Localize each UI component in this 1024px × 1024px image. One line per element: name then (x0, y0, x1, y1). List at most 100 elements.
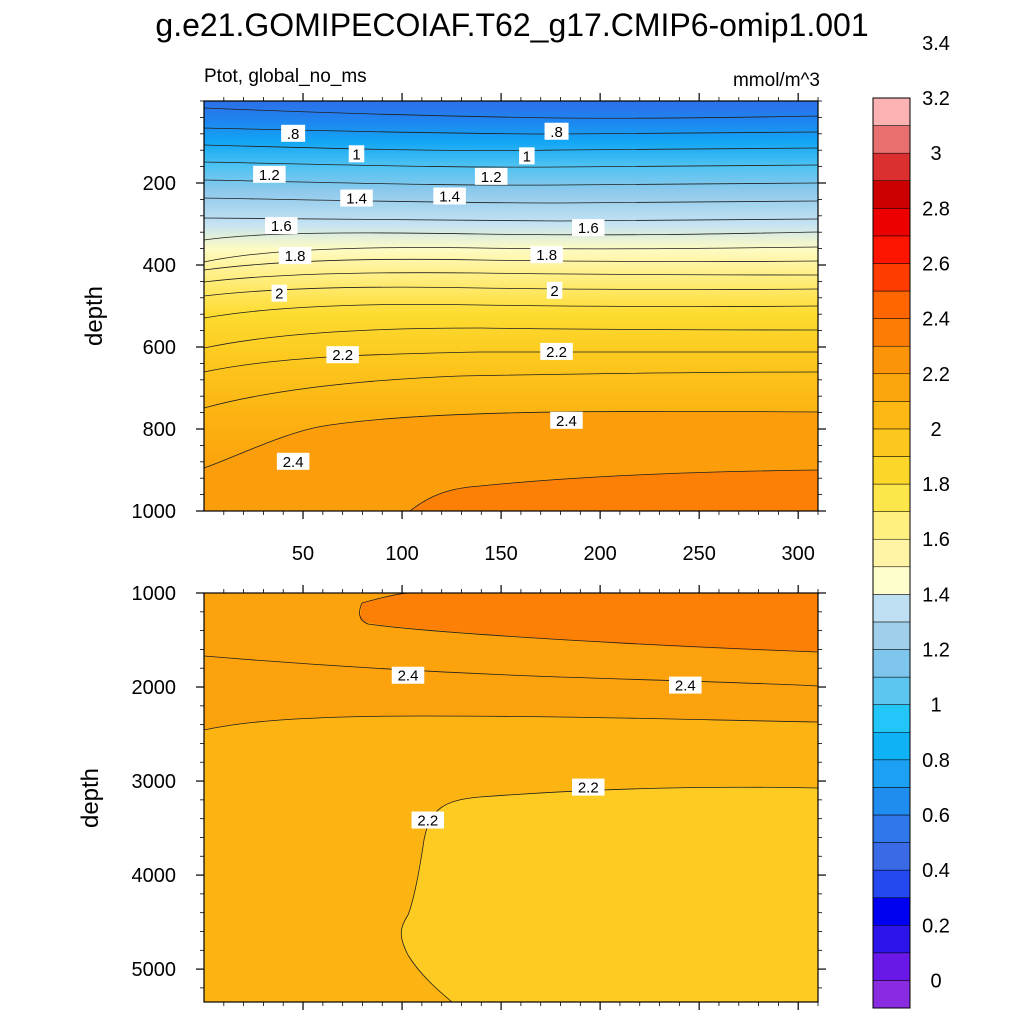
colorbar-box (872, 759, 911, 788)
contour-label-text: 2.2 (578, 780, 599, 797)
contour-label-bg (326, 346, 359, 364)
lower-panel: 2.4 2.4 2.2 2.2 1000 2000 3000 4000 5000 depth (77, 583, 826, 1010)
contour-label-text: 2.4 (283, 454, 304, 471)
contour-label-bg (253, 165, 286, 183)
contour-label-text: 1.2 (481, 169, 502, 186)
contour-label-text: 1.2 (259, 167, 280, 184)
colorbar-box (872, 731, 911, 761)
contour-label-bg (411, 811, 445, 829)
contour-label-text: 1.6 (271, 218, 292, 235)
colorbar-label: 3.2 (922, 88, 950, 110)
colorbar-box (872, 511, 911, 540)
colorbar-box (872, 704, 911, 733)
y-tick-label: 400 (143, 255, 176, 277)
x-tick-label: 200 (583, 543, 616, 565)
contour-label: 2.2 (411, 811, 445, 830)
contour-label-text: 1.6 (578, 220, 599, 237)
contour-label: 2.2 (326, 346, 359, 364)
contour-label: 1.2 (474, 167, 508, 186)
contour-label-text: 1 (352, 146, 360, 163)
contour-label-text: 1 (523, 148, 531, 165)
colorbar-box (872, 428, 911, 457)
colorbar-box (872, 952, 911, 981)
contour-label-text: 1.8 (536, 247, 557, 264)
upper-plot-frame (203, 100, 819, 512)
contour-label: 1.8 (530, 246, 563, 264)
contour-label: 1 (348, 145, 365, 163)
colorbar-label: 1 (930, 695, 941, 717)
contour-label-text: .8 (550, 124, 563, 141)
colorbar-box (872, 180, 911, 209)
colorbar-box (872, 869, 911, 898)
y-tick-label: 2000 (132, 677, 177, 699)
contour-label: 1.8 (278, 246, 312, 265)
contour-label: 1.4 (433, 187, 466, 206)
colorbar-label: 2.2 (922, 364, 950, 386)
upper-band-2.6 (410, 470, 818, 511)
colorbar-box (872, 566, 911, 595)
colorbar-box (872, 842, 911, 871)
colorbar-label: 0.2 (922, 915, 950, 937)
contour-label-bg (540, 342, 573, 360)
contour-label-bg (669, 676, 702, 694)
colorbar-label: 1.2 (922, 640, 950, 662)
contour-label: 2.4 (276, 452, 310, 471)
colorbar-box (872, 401, 911, 430)
contour-label-bg (391, 666, 425, 684)
y-tick-label: 3000 (132, 771, 177, 793)
colorbar-label: 3 (930, 143, 941, 165)
x-tick-label: 50 (292, 543, 314, 565)
lower-band-2.2 (401, 787, 818, 1002)
x-tick-label: 100 (385, 543, 418, 565)
contour-label-text: 2.4 (398, 668, 419, 685)
upper-contour-labels: .8 .8 1 1 1.2 1.2 1.4 1.4 1.6 1.6 1.8 1.8 2 2 2.2 2.2 2.… (253, 122, 605, 471)
contour-label: 2.4 (391, 666, 425, 685)
y-tick-label: 5000 (132, 959, 177, 981)
colorbar-label: 3.4 (922, 33, 950, 55)
colorbar-box (872, 814, 911, 843)
colorbar-label: 2.8 (922, 198, 950, 220)
upper-y-axis-title: depth (81, 286, 108, 346)
colorbar-box (872, 290, 911, 319)
upper-x-axis: 50 100 150 200 250 300 (223, 93, 819, 565)
y-tick-label: 1000 (132, 501, 177, 523)
contour-label: .8 (544, 122, 569, 141)
contour-label: 2 (271, 284, 288, 303)
colorbar-box (872, 373, 911, 402)
contour-label-text: 2 (275, 286, 283, 303)
y-tick-label: 4000 (132, 865, 177, 887)
lower-contour-lines (204, 593, 818, 1002)
contour-label: 2.4 (550, 411, 583, 430)
contour-label: 1.6 (571, 219, 605, 237)
colorbar-box (872, 208, 911, 237)
contour-label-bg (276, 452, 310, 470)
y-tick-label: 1000 (132, 583, 177, 605)
contour-label-bg (264, 217, 298, 235)
colorbar-label: 0.4 (922, 860, 950, 882)
contour-label: .8 (281, 124, 306, 143)
contour-label-text: 2.4 (675, 678, 696, 695)
colorbar-box (872, 621, 911, 650)
contour-label-bg (433, 187, 466, 205)
contour-label: 1 (519, 147, 535, 165)
colorbar-box (872, 980, 911, 1009)
x-tick-label: 250 (682, 543, 715, 565)
colorbar-box (872, 125, 911, 154)
colorbar-box (872, 318, 911, 347)
colorbar-label: 1.6 (922, 529, 950, 551)
contour-label-bg (530, 246, 563, 264)
lower-x-axis (223, 585, 819, 1010)
contour-label-bg (571, 219, 605, 237)
upper-contour-lines (204, 107, 818, 511)
colorbar-frame (872, 97, 911, 1009)
contour-label-text: 2 (550, 283, 558, 300)
y-tick-label: 600 (143, 337, 176, 359)
contour-label-text: 2.2 (332, 347, 353, 364)
lower-band-2.6 (360, 593, 818, 652)
colorbar-label: 2.4 (922, 309, 950, 331)
contour-label-bg (271, 284, 288, 302)
contour-label-bg (546, 281, 563, 299)
contour-label-bg (519, 147, 535, 165)
colorbar-box (872, 345, 911, 375)
